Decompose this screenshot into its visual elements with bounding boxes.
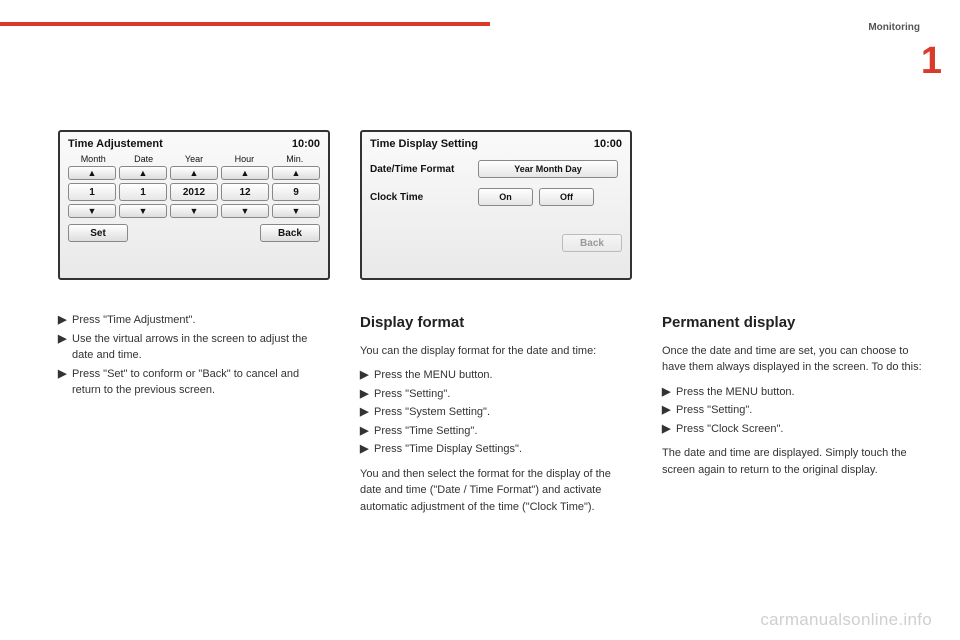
instruction-text: Press "Time Setting". (374, 425, 477, 437)
back-button[interactable]: Back (562, 234, 622, 252)
screen1-title: Time Adjustement (68, 138, 163, 150)
time-display-setting-screen: Time Display Setting 10:00 Date/Time For… (360, 130, 632, 280)
date-format-label: Date/Time Format (370, 164, 470, 175)
back-button[interactable]: Back (260, 224, 320, 242)
list-item: ▶ Use the virtual arrows in the screen to… (58, 331, 330, 364)
column-3: Permanent display Once the date and time… (662, 312, 934, 523)
date-format-button[interactable]: Year Month Day (478, 160, 618, 178)
bullet-arrow-icon: ▶ (662, 384, 670, 401)
instruction-text: Press "Set" to conform or "Back" to canc… (72, 368, 299, 397)
value-min: 9 (272, 183, 320, 201)
instruction-text: Press "Setting". (374, 388, 450, 400)
column-1: ▶ Press "Time Adjustment". ▶ Use the virtu… (58, 312, 330, 523)
clock-off-button[interactable]: Off (539, 188, 594, 206)
instruction-text: Press the MENU button. (676, 386, 795, 398)
bullet-arrow-icon: ▶ (58, 312, 66, 329)
col-label-min: Min. (270, 154, 320, 164)
bullet-arrow-icon: ▶ (662, 402, 670, 419)
bullet-arrow-icon: ▶ (360, 441, 368, 458)
list-item: ▶ Press "Time Display Settings". (360, 441, 632, 458)
column-2: Display format You can the display forma… (360, 312, 632, 523)
arrow-down-icon[interactable]: ▼ (68, 204, 116, 218)
arrow-down-icon[interactable]: ▼ (221, 204, 269, 218)
screen2-clock: 10:00 (594, 138, 622, 150)
arrow-up-icon[interactable]: ▲ (170, 166, 218, 180)
time-adjustment-screen: Time Adjustement 10:00 Month Date Year H… (58, 130, 330, 280)
arrow-up-icon[interactable]: ▲ (119, 166, 167, 180)
list-item: ▶ Press "Clock Screen". (662, 421, 934, 438)
bullet-arrow-icon: ▶ (360, 386, 368, 403)
value-date: 1 (119, 183, 167, 201)
col-label-year: Year (169, 154, 219, 164)
instruction-text: Press the MENU button. (374, 369, 493, 381)
arrow-up-icon[interactable]: ▲ (272, 166, 320, 180)
watermark: carmanualsonline.info (760, 610, 932, 630)
bullet-arrow-icon: ▶ (360, 423, 368, 440)
display-format-intro: You can the display format for the date … (360, 343, 632, 360)
screen1-clock: 10:00 (292, 138, 320, 150)
col-label-hour: Hour (219, 154, 269, 164)
arrow-up-icon[interactable]: ▲ (68, 166, 116, 180)
bullet-arrow-icon: ▶ (58, 366, 66, 383)
list-item: ▶ Press "Setting". (662, 402, 934, 419)
instruction-text: Press "Time Adjustment". (72, 314, 196, 326)
value-hour: 12 (221, 183, 269, 201)
list-item: ▶ Press "System Setting". (360, 404, 632, 421)
permanent-display-heading: Permanent display (662, 312, 934, 335)
section-label: Monitoring (868, 22, 920, 33)
bullet-arrow-icon: ▶ (360, 404, 368, 421)
instruction-text: Use the virtual arrows in the screen to … (72, 333, 307, 362)
accent-bar (0, 22, 490, 26)
bullet-arrow-icon: ▶ (360, 367, 368, 384)
set-button[interactable]: Set (68, 224, 128, 242)
display-format-heading: Display format (360, 312, 632, 335)
arrow-down-icon[interactable]: ▼ (272, 204, 320, 218)
instruction-text: Press "System Setting". (374, 406, 490, 418)
permanent-display-outro: The date and time are displayed. Simply … (662, 445, 934, 478)
list-item: ▶ Press "Setting". (360, 386, 632, 403)
clock-time-label: Clock Time (370, 192, 470, 203)
arrow-up-icon[interactable]: ▲ (221, 166, 269, 180)
screen1-column-labels: Month Date Year Hour Min. (68, 154, 320, 164)
arrow-down-icon[interactable]: ▼ (170, 204, 218, 218)
screenshot-panels: Time Adjustement 10:00 Month Date Year H… (58, 130, 632, 280)
col-label-month: Month (68, 154, 118, 164)
permanent-display-intro: Once the date and time are set, you can … (662, 343, 934, 376)
list-item: ▶ Press the MENU button. (662, 384, 934, 401)
list-item: ▶ Press "Time Setting". (360, 423, 632, 440)
value-year: 2012 (170, 183, 218, 201)
clock-on-button[interactable]: On (478, 188, 533, 206)
screen2-title: Time Display Setting (370, 138, 478, 150)
instruction-text: Press "Clock Screen". (676, 423, 783, 435)
list-item: ▶ Press "Set" to conform or "Back" to can… (58, 366, 330, 399)
col-label-date: Date (118, 154, 168, 164)
instruction-text: Press "Setting". (676, 404, 752, 416)
instruction-text: Press "Time Display Settings". (374, 443, 522, 455)
display-format-outro: You and then select the format for the d… (360, 466, 632, 516)
section-number: 1 (921, 40, 942, 83)
instruction-columns: ▶ Press "Time Adjustment". ▶ Use the virtu… (58, 312, 920, 523)
bullet-arrow-icon: ▶ (662, 421, 670, 438)
value-month: 1 (68, 183, 116, 201)
list-item: ▶ Press the MENU button. (360, 367, 632, 384)
list-item: ▶ Press "Time Adjustment". (58, 312, 330, 329)
arrow-down-icon[interactable]: ▼ (119, 204, 167, 218)
bullet-arrow-icon: ▶ (58, 331, 66, 348)
